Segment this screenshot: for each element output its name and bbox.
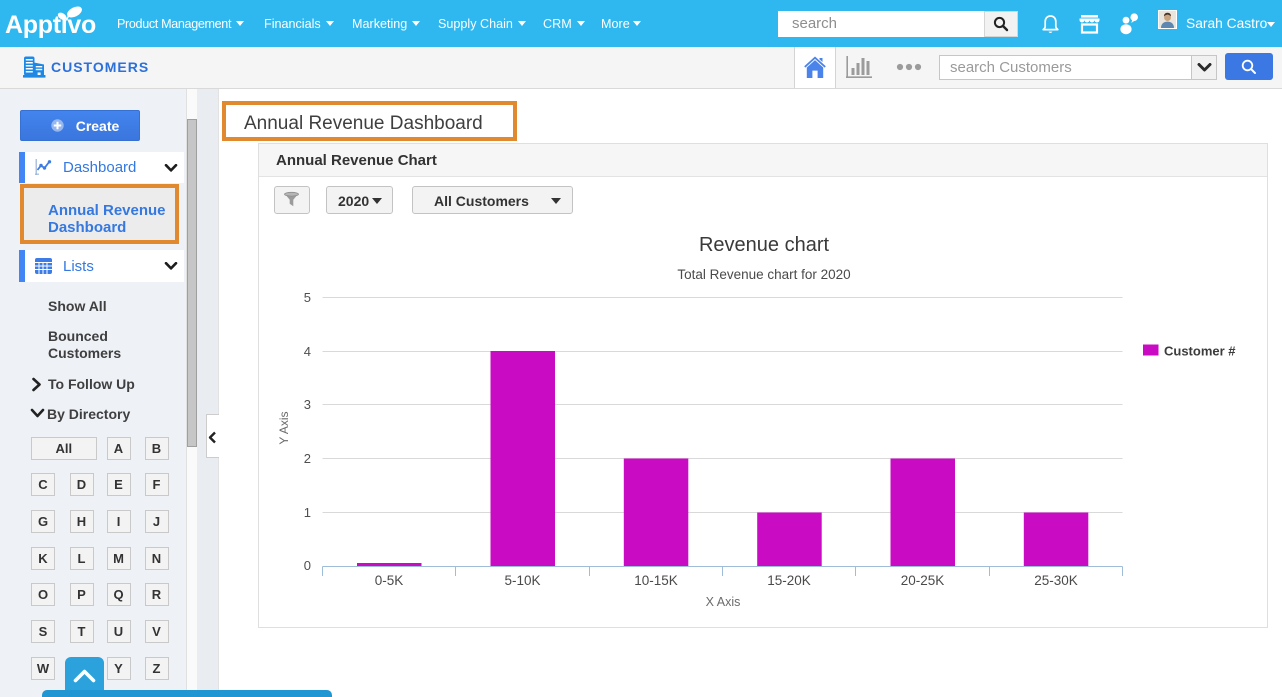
- svg-text:X Axis: X Axis: [706, 595, 741, 609]
- svg-text:10-15K: 10-15K: [634, 573, 678, 588]
- svg-text:15-20K: 15-20K: [767, 573, 811, 588]
- svg-text:Customer #: Customer #: [1164, 344, 1236, 359]
- svg-text:0: 0: [304, 558, 311, 573]
- svg-text:1: 1: [304, 505, 311, 520]
- svg-text:3: 3: [304, 397, 311, 412]
- svg-text:0-5K: 0-5K: [375, 573, 404, 588]
- svg-text:Total Revenue chart for 2020: Total Revenue chart for 2020: [677, 267, 850, 282]
- svg-text:2: 2: [304, 451, 311, 466]
- svg-text:Y Axis: Y Axis: [277, 411, 291, 444]
- svg-text:Revenue chart: Revenue chart: [699, 234, 830, 256]
- svg-text:5-10K: 5-10K: [504, 573, 540, 588]
- svg-text:20-25K: 20-25K: [901, 573, 945, 588]
- svg-text:4: 4: [304, 344, 311, 359]
- svg-text:25-30K: 25-30K: [1034, 573, 1078, 588]
- svg-text:5: 5: [304, 290, 311, 305]
